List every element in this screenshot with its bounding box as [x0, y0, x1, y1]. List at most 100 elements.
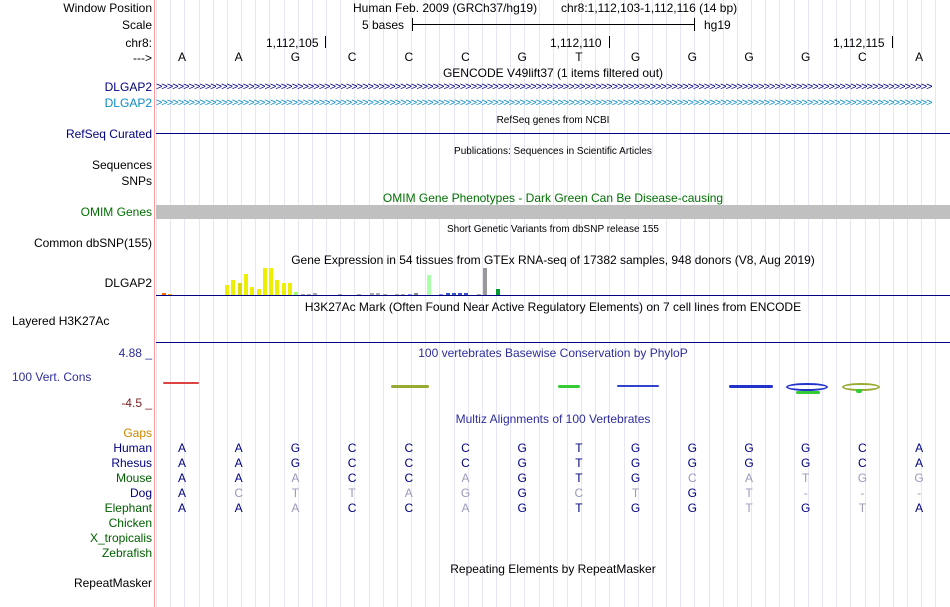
omim-gene-bar[interactable] [156, 205, 950, 219]
track-label-repeatmasker[interactable]: RepeatMasker [73, 576, 152, 590]
gtex-tissue-bar[interactable] [168, 294, 173, 295]
gtex-tissue-bar[interactable] [426, 275, 431, 295]
gtex-tissue-bar[interactable] [451, 293, 456, 295]
alignment-base-human: C [347, 441, 357, 455]
track-area[interactable]: Human Feb. 2009 (GRCh37/hg19) chr8:1,112… [156, 0, 950, 607]
alignment-base-elephant: A [461, 501, 470, 515]
coord-1112110: 1,112,110 [550, 36, 602, 50]
gtex-tissue-bar[interactable] [477, 294, 481, 295]
gtex-tissue-bar[interactable] [407, 294, 412, 295]
reference-base: G [744, 50, 754, 64]
gtex-tissue-bar[interactable] [464, 293, 469, 295]
gtex-tissue-bar[interactable] [483, 268, 488, 295]
gencode-gene-2-line[interactable]: >>>>>>>>>>>>>>>>>>>>>>>>>>>>>>>>>>>>>>>>… [156, 97, 933, 109]
grid-line [454, 0, 455, 607]
grid-line [907, 0, 908, 607]
track-label-common-snp[interactable]: Common dbSNP(155) [33, 236, 152, 250]
gencode-track-title: GENCODE V49lift37 (1 items filtered out) [442, 66, 664, 80]
gtex-tissue-bar[interactable] [306, 294, 311, 295]
grid-line [779, 0, 780, 607]
gtex-tissue-bar[interactable] [250, 287, 255, 295]
gtex-tissue-bar[interactable] [369, 293, 374, 295]
gtex-tissue-bar[interactable] [225, 285, 229, 295]
reference-base: G [801, 50, 811, 64]
alignment-base-human: A [177, 441, 186, 455]
gtex-tissue-bar[interactable] [382, 294, 387, 295]
gtex-tissue-bar[interactable] [294, 292, 299, 295]
gtex-tissue-bar[interactable] [262, 268, 267, 295]
gtex-tissue-bar[interactable] [281, 283, 286, 295]
gtex-tissue-bar[interactable] [458, 293, 463, 295]
alignment-base-mouse: C [347, 471, 357, 485]
grid-line [751, 0, 752, 607]
track-label-gencode-2[interactable]: DLGAP2 [104, 96, 152, 110]
gaps-label: Gaps [123, 426, 152, 440]
grid-line [808, 0, 809, 607]
gtex-tissue-bar[interactable] [357, 294, 362, 295]
alignment-base-dog: C [234, 486, 244, 500]
strand-label: ---> [133, 51, 152, 65]
grid-line [595, 0, 596, 607]
grid-line [694, 0, 695, 607]
gtex-tissue-bar[interactable] [288, 283, 292, 295]
alignment-base-mouse: T [802, 471, 810, 485]
gencode-gene-1-line[interactable]: >>>>>>>>>>>>>>>>>>>>>>>>>>>>>>>>>>>>>>>>… [156, 81, 933, 93]
gtex-tissue-bar[interactable] [338, 294, 343, 295]
gtex-tissue-bar[interactable] [269, 268, 274, 295]
track-label-snps[interactable]: SNPs [121, 174, 152, 188]
track-label-cons[interactable]: 100 Vert. Cons [12, 370, 92, 384]
gtex-tissue-bar[interactable] [300, 294, 305, 295]
grid-line [284, 0, 285, 607]
grid-line [411, 0, 412, 607]
gtex-tissue-bar[interactable] [395, 294, 400, 295]
reference-base: C [461, 50, 470, 64]
grid-line [709, 0, 710, 607]
gtex-tissue-bar[interactable] [313, 293, 318, 295]
grid-line [666, 0, 667, 607]
alignment-base-dog: - [803, 486, 808, 500]
label-divider [154, 0, 155, 607]
track-label-h3k27ac[interactable]: Layered H3K27Ac [12, 314, 110, 328]
gtex-tissue-bar[interactable] [275, 280, 280, 295]
gtex-tissue-bar[interactable] [243, 274, 248, 295]
cons-min-label: -4.5 _ [121, 396, 152, 410]
alignment-base-rhesus: G [517, 456, 527, 470]
track-label-sequences[interactable]: Sequences [91, 158, 152, 172]
alignment-base-human: C [461, 441, 470, 455]
alignment-base-mouse: A [177, 471, 186, 485]
gtex-tissue-bar[interactable] [237, 283, 242, 295]
refseq-gene-line[interactable] [156, 133, 950, 134]
alignment-base-rhesus: A [915, 456, 924, 470]
grid-line [581, 0, 582, 607]
phylop-blob-6 [786, 383, 828, 391]
phylop-blob-2 [391, 385, 429, 388]
gtex-tissue-bar[interactable] [495, 289, 500, 295]
gtex-tissue-bar[interactable] [445, 293, 450, 295]
gtex-tissue-bar[interactable] [376, 293, 381, 295]
alignment-base-elephant: G [630, 501, 641, 515]
gtex-tissue-bar[interactable] [231, 280, 236, 295]
track-label-gencode-1[interactable]: DLGAP2 [104, 80, 152, 94]
alignment-base-rhesus: A [177, 456, 186, 470]
gtex-tissue-bar[interactable] [414, 293, 418, 295]
grid-line [298, 0, 299, 607]
alignment-base-dog: G [517, 486, 527, 500]
gtex-tissue-bar[interactable] [439, 294, 444, 295]
reference-base: C [347, 50, 357, 64]
phylop-blob-1 [163, 382, 199, 384]
alignment-base-mouse: T [575, 471, 583, 485]
gtex-tissue-bar[interactable] [256, 289, 261, 295]
grid-line [652, 0, 653, 607]
alignment-base-mouse: G [517, 471, 527, 485]
track-label-refseq[interactable]: RefSeq Curated [65, 127, 152, 141]
alignment-base-dog: - [917, 486, 922, 500]
omim-track-title: OMIM Gene Phenotypes - Dark Green Can Be… [382, 191, 724, 205]
alignment-base-dog: G [460, 486, 471, 500]
phylop-blob-6b [796, 391, 820, 394]
track-label-omim[interactable]: OMIM Genes [80, 205, 152, 219]
gtex-tissue-bar[interactable] [401, 294, 406, 295]
alignment-base-elephant: A [291, 501, 300, 515]
track-label-gtex[interactable]: DLGAP2 [104, 276, 152, 290]
gtex-tissue-bar[interactable] [162, 293, 166, 295]
